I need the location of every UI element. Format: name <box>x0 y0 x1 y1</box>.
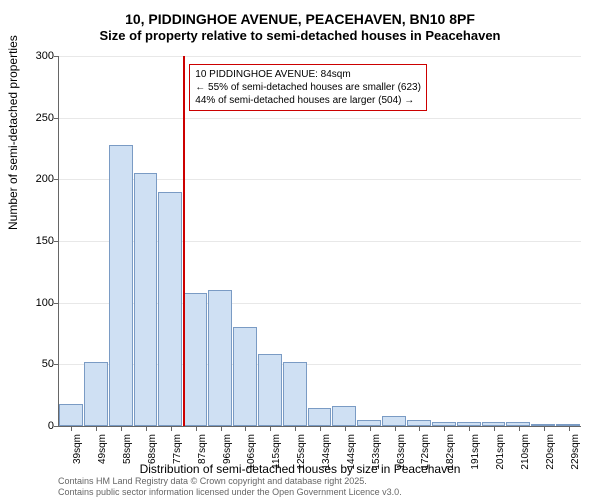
x-tick <box>71 426 72 431</box>
x-tick <box>221 426 222 431</box>
x-tick <box>345 426 346 431</box>
x-tick-label: 39sqm <box>72 434 83 474</box>
histogram-bar <box>59 404 83 426</box>
x-tick-label: 144sqm <box>346 434 357 474</box>
x-tick <box>469 426 470 431</box>
annotation-box: 10 PIDDINGHOE AVENUE: 84sqm← 55% of semi… <box>189 64 427 111</box>
x-tick <box>270 426 271 431</box>
y-tick-label: 150 <box>14 235 54 247</box>
x-tick <box>569 426 570 431</box>
y-tick <box>54 56 59 57</box>
footer-attribution: Contains HM Land Registry data © Crown c… <box>58 476 402 498</box>
x-tick-label: 210sqm <box>520 434 531 474</box>
histogram-bar <box>183 293 207 426</box>
x-tick-label: 220sqm <box>545 434 556 474</box>
histogram-bar <box>134 173 158 426</box>
y-tick <box>54 364 59 365</box>
plot-area: 10 PIDDINGHOE AVENUE: 84sqm← 55% of semi… <box>58 56 581 427</box>
x-tick <box>370 426 371 431</box>
histogram-bar <box>308 408 332 427</box>
histogram-bar <box>233 327 257 426</box>
property-marker-line <box>183 56 185 426</box>
x-tick-label: 153sqm <box>371 434 382 474</box>
grid-line <box>59 118 581 119</box>
y-tick-label: 50 <box>14 358 54 370</box>
x-tick-label: 96sqm <box>222 434 233 474</box>
x-tick-label: 49sqm <box>97 434 108 474</box>
y-tick <box>54 303 59 304</box>
footer-line2: Contains public sector information licen… <box>58 487 402 498</box>
chart-title: 10, PIDDINGHOE AVENUE, PEACEHAVEN, BN10 … <box>0 0 600 28</box>
histogram-bar <box>332 406 356 426</box>
y-tick-label: 100 <box>14 297 54 309</box>
y-tick <box>54 118 59 119</box>
x-tick-label: 191sqm <box>470 434 481 474</box>
x-tick-label: 163sqm <box>396 434 407 474</box>
x-tick <box>395 426 396 431</box>
x-tick-label: 87sqm <box>197 434 208 474</box>
x-tick <box>544 426 545 431</box>
y-tick-label: 200 <box>14 173 54 185</box>
x-tick <box>320 426 321 431</box>
y-tick <box>54 241 59 242</box>
x-tick-label: 229sqm <box>570 434 581 474</box>
x-tick-label: 182sqm <box>445 434 456 474</box>
grid-line <box>59 56 581 57</box>
x-tick <box>494 426 495 431</box>
x-tick-label: 68sqm <box>147 434 158 474</box>
histogram-bar <box>283 362 307 426</box>
x-tick-label: 58sqm <box>122 434 133 474</box>
y-tick-label: 0 <box>14 420 54 432</box>
histogram-bar <box>158 192 182 426</box>
y-tick-label: 250 <box>14 112 54 124</box>
x-tick <box>171 426 172 431</box>
histogram-bar <box>208 290 232 426</box>
x-tick <box>96 426 97 431</box>
x-tick-label: 134sqm <box>321 434 332 474</box>
chart-subtitle: Size of property relative to semi-detach… <box>0 28 600 45</box>
x-tick-label: 106sqm <box>246 434 257 474</box>
y-tick <box>54 179 59 180</box>
x-tick <box>245 426 246 431</box>
x-tick <box>419 426 420 431</box>
y-tick <box>54 426 59 427</box>
x-tick-label: 115sqm <box>271 434 282 474</box>
histogram-bar <box>258 354 282 426</box>
x-tick-label: 77sqm <box>172 434 183 474</box>
annotation-line: 44% of semi-detached houses are larger (… <box>195 94 421 107</box>
x-tick <box>121 426 122 431</box>
footer-line1: Contains HM Land Registry data © Crown c… <box>58 476 402 487</box>
histogram-bar <box>84 362 108 426</box>
x-tick <box>196 426 197 431</box>
x-tick <box>295 426 296 431</box>
chart-container: 10, PIDDINGHOE AVENUE, PEACEHAVEN, BN10 … <box>0 0 600 500</box>
x-tick-label: 125sqm <box>296 434 307 474</box>
y-axis-label: Number of semi-detached properties <box>6 35 20 230</box>
x-tick <box>519 426 520 431</box>
annotation-line: ← 55% of semi-detached houses are smalle… <box>195 81 421 94</box>
x-tick-label: 172sqm <box>420 434 431 474</box>
x-tick <box>444 426 445 431</box>
x-tick <box>146 426 147 431</box>
x-tick-label: 201sqm <box>495 434 506 474</box>
annotation-line: 10 PIDDINGHOE AVENUE: 84sqm <box>195 68 421 81</box>
y-tick-label: 300 <box>14 50 54 62</box>
histogram-bar <box>382 416 406 426</box>
histogram-bar <box>109 145 133 426</box>
